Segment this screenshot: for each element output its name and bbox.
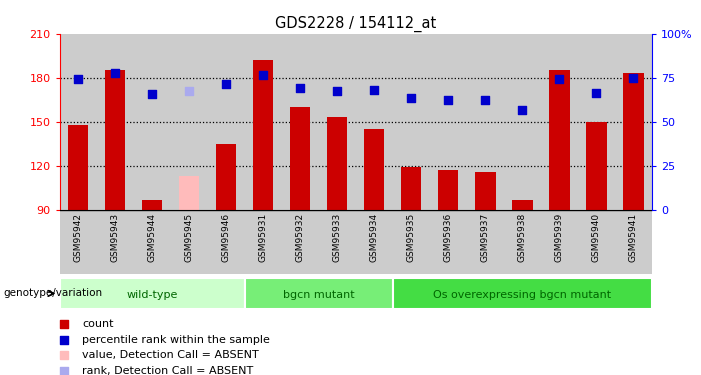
Bar [430,34,467,210]
Text: GSM95942: GSM95942 [74,213,83,262]
Bar [438,170,458,210]
Point [221,81,232,87]
Bar [586,122,606,210]
Text: GSM95932: GSM95932 [296,213,305,262]
Bar [319,210,355,274]
Point [58,337,69,343]
Text: rank, Detection Call = ABSENT: rank, Detection Call = ABSENT [83,366,254,375]
Point [147,91,158,97]
Bar [245,210,282,274]
Bar [134,34,170,210]
Text: GSM95941: GSM95941 [629,213,638,262]
Bar [401,167,421,210]
Text: GSM95931: GSM95931 [259,213,268,262]
Text: GSM95943: GSM95943 [111,213,120,262]
Bar [60,210,97,274]
Bar [615,34,652,210]
Text: GSM95945: GSM95945 [184,213,193,262]
Bar [541,210,578,274]
Bar [97,34,134,210]
Bar [319,34,355,210]
Bar [60,34,97,210]
Text: GSM95934: GSM95934 [369,213,379,262]
Bar [355,210,393,274]
Bar [207,210,245,274]
Point [628,75,639,81]
Text: bgcn mutant: bgcn mutant [283,290,355,300]
Bar [623,74,644,210]
Text: GSM95939: GSM95939 [555,213,564,262]
Text: genotype/variation: genotype/variation [3,288,102,298]
Bar [253,60,273,210]
Text: Os overexpressing bgcn mutant: Os overexpressing bgcn mutant [433,290,611,300]
Text: value, Detection Call = ABSENT: value, Detection Call = ABSENT [83,350,259,360]
Text: GSM95937: GSM95937 [481,213,490,262]
Bar [327,117,348,210]
Bar [578,210,615,274]
Bar [578,34,615,210]
Bar [170,34,207,210]
Bar [207,34,245,210]
Bar [105,70,125,210]
Bar [282,34,319,210]
Bar [504,210,541,274]
Point [332,88,343,94]
Point [257,72,268,78]
Bar [504,34,541,210]
Bar [512,200,533,210]
Bar [134,210,170,274]
Bar [97,210,134,274]
Text: wild-type: wild-type [126,290,178,300]
Bar [282,210,319,274]
Bar [290,107,311,210]
Bar [179,176,199,210]
Title: GDS2228 / 154112_at: GDS2228 / 154112_at [275,16,437,32]
Bar [393,34,430,210]
Bar [393,278,652,309]
Point [406,95,417,101]
Point [443,97,454,103]
Bar [245,278,393,309]
Text: GSM95946: GSM95946 [222,213,231,262]
Bar [541,34,578,210]
Bar [549,70,569,210]
Point [184,88,195,94]
Bar [60,278,245,309]
Point [369,87,380,93]
Text: GSM95938: GSM95938 [518,213,527,262]
Bar [216,144,236,210]
Point [58,368,69,374]
Bar [68,125,88,210]
Bar [245,34,282,210]
Bar [142,200,163,210]
Bar [615,210,652,274]
Text: GSM95935: GSM95935 [407,213,416,262]
Bar [364,129,384,210]
Bar [393,210,430,274]
Bar [475,172,496,210]
Text: GSM95944: GSM95944 [148,213,156,262]
Text: GSM95936: GSM95936 [444,213,453,262]
Point [58,352,69,358]
Point [554,76,565,82]
Bar [170,210,207,274]
Text: GSM95933: GSM95933 [333,213,342,262]
Point [479,97,491,103]
Point [517,107,528,113]
Point [72,76,83,82]
Bar [467,210,504,274]
Bar [355,34,393,210]
Bar [430,210,467,274]
Point [591,90,602,96]
Text: percentile rank within the sample: percentile rank within the sample [83,335,271,345]
Text: GSM95940: GSM95940 [592,213,601,262]
Bar [467,34,504,210]
Point [109,70,121,76]
Point [58,321,69,327]
Point [294,85,306,91]
Text: count: count [83,319,114,329]
